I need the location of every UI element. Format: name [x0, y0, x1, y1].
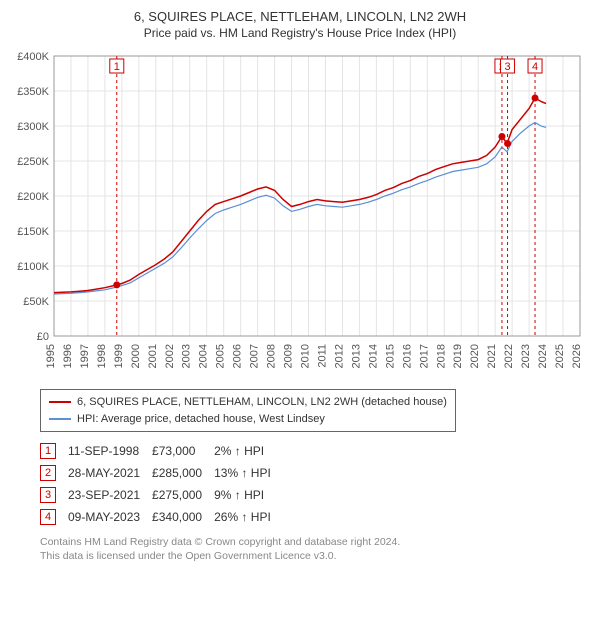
svg-text:2013: 2013	[350, 344, 362, 368]
svg-text:2015: 2015	[384, 344, 396, 368]
legend-label: 6, SQUIRES PLACE, NETTLEHAM, LINCOLN, LN…	[77, 394, 447, 411]
sale-diff: 26% ↑ HPI	[214, 506, 283, 528]
sale-marker-badge: 1	[40, 443, 56, 459]
sale-diff: 9% ↑ HPI	[214, 484, 283, 506]
legend-label: HPI: Average price, detached house, West…	[77, 411, 325, 428]
table-row: 1 11-SEP-1998£73,0002% ↑ HPI	[40, 440, 283, 462]
table-row: 3 23-SEP-2021£275,0009% ↑ HPI	[40, 484, 283, 506]
svg-text:2003: 2003	[181, 344, 193, 368]
svg-text:£50K: £50K	[23, 296, 49, 308]
footer-line: Contains HM Land Registry data © Crown c…	[40, 536, 590, 550]
svg-text:2025: 2025	[554, 344, 566, 368]
svg-text:1996: 1996	[62, 344, 74, 368]
sale-marker-badge: 4	[40, 509, 56, 525]
svg-text:2000: 2000	[130, 344, 142, 368]
sale-date: 11-SEP-1998	[68, 440, 152, 462]
svg-text:1999: 1999	[113, 344, 125, 368]
svg-text:£300K: £300K	[17, 121, 49, 133]
sale-marker-badge: 2	[40, 465, 56, 481]
svg-text:2023: 2023	[520, 344, 532, 368]
svg-text:2021: 2021	[486, 344, 498, 368]
table-row: 2 28-MAY-2021£285,00013% ↑ HPI	[40, 462, 283, 484]
svg-text:2009: 2009	[283, 344, 295, 368]
sale-price: £275,000	[152, 484, 214, 506]
sale-date: 28-MAY-2021	[68, 462, 152, 484]
svg-text:2007: 2007	[249, 344, 261, 368]
legend-swatch	[49, 418, 71, 420]
sale-diff: 2% ↑ HPI	[214, 440, 283, 462]
table-row: 4 09-MAY-2023£340,00026% ↑ HPI	[40, 506, 283, 528]
svg-text:4: 4	[532, 61, 538, 73]
svg-text:2012: 2012	[333, 344, 345, 368]
sale-diff: 13% ↑ HPI	[214, 462, 283, 484]
svg-text:1997: 1997	[79, 344, 91, 368]
legend-item: 6, SQUIRES PLACE, NETTLEHAM, LINCOLN, LN…	[49, 394, 447, 411]
line-chart: £0 £50K £100K £150K £200K £250K £300K £350K £400…	[10, 46, 590, 376]
svg-text:£200K: £200K	[17, 191, 49, 203]
svg-text:1: 1	[114, 61, 120, 73]
sale-date: 09-MAY-2023	[68, 506, 152, 528]
svg-text:2006: 2006	[232, 344, 244, 368]
sales-table: 1 11-SEP-1998£73,0002% ↑ HPI 2 28-MAY-2021£…	[40, 440, 283, 528]
svg-text:2019: 2019	[452, 344, 464, 368]
svg-text:2005: 2005	[215, 344, 227, 368]
svg-text:1998: 1998	[96, 344, 108, 368]
svg-text:2016: 2016	[401, 344, 413, 368]
sale-date: 23-SEP-2021	[68, 484, 152, 506]
svg-text:2008: 2008	[266, 344, 278, 368]
chart-area: £0 £50K £100K £150K £200K £250K £300K £350K £400…	[10, 46, 590, 381]
svg-text:2014: 2014	[367, 344, 379, 368]
legend: 6, SQUIRES PLACE, NETTLEHAM, LINCOLN, LN…	[40, 389, 456, 432]
svg-text:2010: 2010	[300, 344, 312, 368]
chart-title: 6, SQUIRES PLACE, NETTLEHAM, LINCOLN, LN…	[10, 8, 590, 26]
svg-text:2020: 2020	[469, 344, 481, 368]
svg-text:3: 3	[504, 61, 510, 73]
chart-subtitle: Price paid vs. HM Land Registry's House …	[10, 26, 590, 40]
svg-text:2004: 2004	[198, 344, 210, 368]
svg-text:2017: 2017	[418, 344, 430, 368]
sale-price: £73,000	[152, 440, 214, 462]
svg-text:£400K: £400K	[17, 51, 49, 63]
svg-text:2022: 2022	[503, 344, 515, 368]
svg-text:2002: 2002	[164, 344, 176, 368]
svg-text:1995: 1995	[45, 344, 57, 368]
svg-text:£150K: £150K	[17, 226, 49, 238]
svg-text:2001: 2001	[147, 344, 159, 368]
svg-text:£250K: £250K	[17, 156, 49, 168]
sale-price: £340,000	[152, 506, 214, 528]
svg-text:£0: £0	[37, 331, 49, 343]
svg-text:£350K: £350K	[17, 86, 49, 98]
legend-swatch	[49, 401, 71, 403]
svg-text:2026: 2026	[571, 344, 583, 368]
legend-item: HPI: Average price, detached house, West…	[49, 411, 447, 428]
footer: Contains HM Land Registry data © Crown c…	[40, 536, 590, 563]
svg-text:£100K: £100K	[17, 261, 49, 273]
svg-text:2011: 2011	[316, 344, 328, 368]
footer-line: This data is licensed under the Open Gov…	[40, 550, 590, 564]
svg-text:2018: 2018	[435, 344, 447, 368]
sale-price: £285,000	[152, 462, 214, 484]
svg-text:2024: 2024	[537, 344, 549, 368]
sale-marker-badge: 3	[40, 487, 56, 503]
